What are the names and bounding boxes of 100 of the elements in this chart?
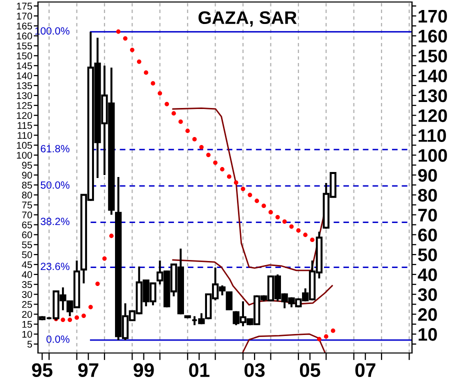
- point: [178, 120, 183, 124]
- x-tick-label: 97: [78, 363, 98, 378]
- point: [220, 167, 224, 172]
- y-tick-label: 5: [27, 340, 32, 348]
- point: [289, 224, 294, 229]
- point: [60, 318, 66, 322]
- point: [240, 186, 246, 192]
- line-series: [242, 333, 326, 353]
- y-tick-label: 30: [22, 291, 32, 298]
- point: [95, 282, 100, 286]
- point: [248, 192, 252, 198]
- y2-tick-label: 150: [418, 50, 447, 62]
- y2-tick-label: 120: [418, 109, 447, 122]
- y-tick-label: 140: [16, 72, 32, 80]
- y-tick-label: 35: [22, 281, 32, 288]
- y-tick-label: 125: [16, 102, 32, 110]
- y-tick-label: 100: [16, 152, 32, 159]
- y2-tick-label: 80: [418, 188, 437, 202]
- point: [116, 29, 121, 34]
- point: [172, 111, 176, 116]
- point: [296, 228, 301, 233]
- y-tick-label: 150: [16, 52, 32, 60]
- point: [303, 232, 308, 238]
- point: [102, 256, 107, 261]
- x-tick-label: 05: [300, 363, 320, 378]
- y-tick-label: 120: [16, 112, 32, 119]
- y-tick-label: 55: [22, 241, 32, 248]
- y-tick-label: 145: [16, 62, 32, 70]
- y-tick-label: 175: [16, 2, 32, 10]
- point: [268, 210, 273, 214]
- point: [330, 328, 336, 333]
- y2-tick-label: 100: [418, 149, 447, 162]
- point: [324, 334, 328, 339]
- y-tick-label: 95: [22, 162, 32, 169]
- point: [123, 36, 128, 41]
- y-tick-label: 40: [22, 271, 32, 278]
- x-tick-label: 99: [134, 363, 154, 378]
- y-tick-label: 130: [16, 92, 32, 100]
- y2-tick-label: 90: [418, 168, 437, 182]
- y2-tick-label: 30: [418, 288, 437, 302]
- x-tick-label: 03: [244, 363, 265, 378]
- y-tick-label: 85: [22, 182, 32, 189]
- line-series: [172, 259, 333, 306]
- y-tick-label: 105: [16, 142, 32, 149]
- y-tick-label: 165: [16, 22, 32, 30]
- annotation: 38.2%: [40, 218, 70, 226]
- point: [310, 238, 314, 242]
- point: [144, 70, 148, 75]
- y-tick-label: 160: [16, 32, 32, 40]
- y-tick-label: 115: [18, 122, 32, 129]
- annotation: 0.0%: [46, 335, 70, 343]
- y-tick-label: 110: [18, 132, 32, 139]
- y-tick-label: 75: [22, 202, 32, 208]
- point: [262, 204, 266, 208]
- point: [185, 128, 190, 134]
- point: [254, 198, 260, 204]
- point: [82, 314, 86, 318]
- point: [234, 180, 238, 185]
- annotation: 50.0%: [40, 181, 70, 189]
- point: [275, 214, 280, 220]
- y-tick-label: 155: [16, 42, 32, 50]
- point: [68, 318, 72, 322]
- y2-tick-label: 130: [418, 89, 447, 102]
- point: [213, 160, 218, 165]
- y-tick-label: 45: [22, 261, 32, 268]
- y2-tick-label: 140: [418, 70, 447, 82]
- y-tick-label: 90: [22, 172, 32, 179]
- point: [282, 219, 287, 224]
- point: [226, 174, 232, 179]
- y-tick-label: 10: [22, 330, 32, 338]
- point: [317, 336, 322, 342]
- x-tick-label: 07: [355, 363, 376, 378]
- point: [150, 81, 156, 86]
- point: [158, 91, 162, 96]
- x-tick-label: 01: [189, 363, 210, 378]
- y2-tick-label: 40: [418, 268, 437, 282]
- y2-tick-label: 50: [418, 248, 437, 262]
- y-tick-label: 15: [22, 321, 32, 328]
- point: [109, 234, 114, 238]
- y2-tick-label: 110: [418, 129, 446, 142]
- y2-tick-label: 60: [418, 228, 437, 242]
- y-tick-label: 80: [22, 192, 32, 199]
- y2-tick-label: 70: [418, 208, 437, 222]
- annotation: 23.6%: [40, 262, 70, 270]
- y-tick-label: 70: [22, 212, 32, 218]
- annotation: 61.8%: [40, 144, 70, 152]
- y-tick-label: 135: [16, 82, 32, 90]
- point: [192, 137, 197, 142]
- y-tick-label: 25: [22, 301, 32, 308]
- y-tick-label: 50: [22, 251, 32, 258]
- chart-title: GAZA, SAR: [198, 11, 297, 27]
- x-tick-label: 95: [32, 363, 52, 378]
- point: [206, 152, 211, 158]
- y-tick-label: 20: [22, 310, 32, 318]
- y-tick-label: 65: [22, 221, 32, 228]
- y2-tick-label: 20: [418, 308, 437, 321]
- y2-tick-label: 170: [418, 10, 447, 23]
- y2-tick-label: 10: [418, 328, 437, 341]
- point: [199, 144, 204, 150]
- y2-tick-label: 160: [418, 30, 447, 43]
